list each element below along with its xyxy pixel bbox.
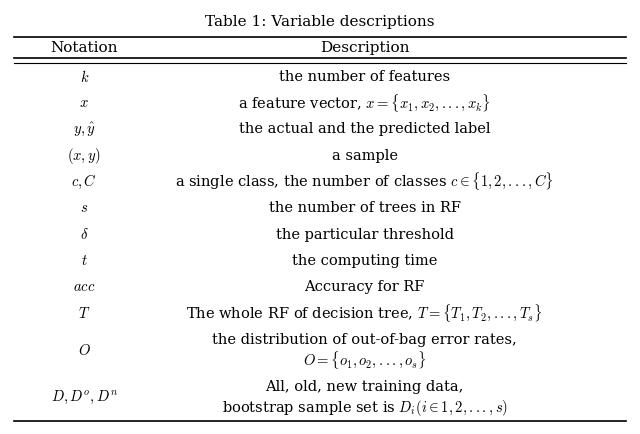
Text: the number of features: the number of features <box>279 69 450 84</box>
Text: $\delta$: $\delta$ <box>80 227 88 242</box>
Text: a feature vector, $x = \{x_1, x_2, ..., x_k\}$: a feature vector, $x = \{x_1, x_2, ..., … <box>238 92 491 114</box>
Text: $O = \{o_1, o_2, ..., o_s\}$: $O = \{o_1, o_2, ..., o_s\}$ <box>303 350 426 371</box>
Text: $s$: $s$ <box>80 201 88 215</box>
Text: $t$: $t$ <box>81 254 88 268</box>
Text: The whole RF of decision tree, $T = \{T_1, T_2, ..., T_s\}$: The whole RF of decision tree, $T = \{T_… <box>186 303 543 324</box>
Text: Description: Description <box>320 40 410 55</box>
Text: $y, \hat{y}$: $y, \hat{y}$ <box>73 121 96 138</box>
Text: Notation: Notation <box>51 40 118 55</box>
Text: the number of trees in RF: the number of trees in RF <box>269 201 461 215</box>
Text: All, old, new training data,: All, old, new training data, <box>266 380 464 395</box>
Text: $c, C$: $c, C$ <box>71 173 97 191</box>
Text: the actual and the predicted label: the actual and the predicted label <box>239 122 490 136</box>
Text: $(x, y)$: $(x, y)$ <box>67 145 101 166</box>
Text: $acc$: $acc$ <box>73 280 95 294</box>
Text: the computing time: the computing time <box>292 254 437 268</box>
Text: the particular threshold: the particular threshold <box>276 227 454 242</box>
Text: the distribution of out-of-bag error rates,: the distribution of out-of-bag error rat… <box>212 333 517 347</box>
Text: $k$: $k$ <box>79 69 89 85</box>
Text: $T$: $T$ <box>78 306 90 321</box>
Text: a single class, the number of classes $c \in \{1, 2, ..., C\}$: a single class, the number of classes $c… <box>175 171 554 193</box>
Text: $O$: $O$ <box>78 343 91 358</box>
Text: a sample: a sample <box>332 148 397 163</box>
Text: bootstrap sample set is $D_i(i \in 1, 2, ..., s)$: bootstrap sample set is $D_i(i \in 1, 2,… <box>221 398 508 418</box>
Text: Table 1: Variable descriptions: Table 1: Variable descriptions <box>205 15 435 29</box>
Text: Accuracy for RF: Accuracy for RF <box>305 280 425 294</box>
Text: $D, D^o, D^n$: $D, D^o, D^n$ <box>51 389 118 406</box>
Text: $x$: $x$ <box>79 96 89 110</box>
